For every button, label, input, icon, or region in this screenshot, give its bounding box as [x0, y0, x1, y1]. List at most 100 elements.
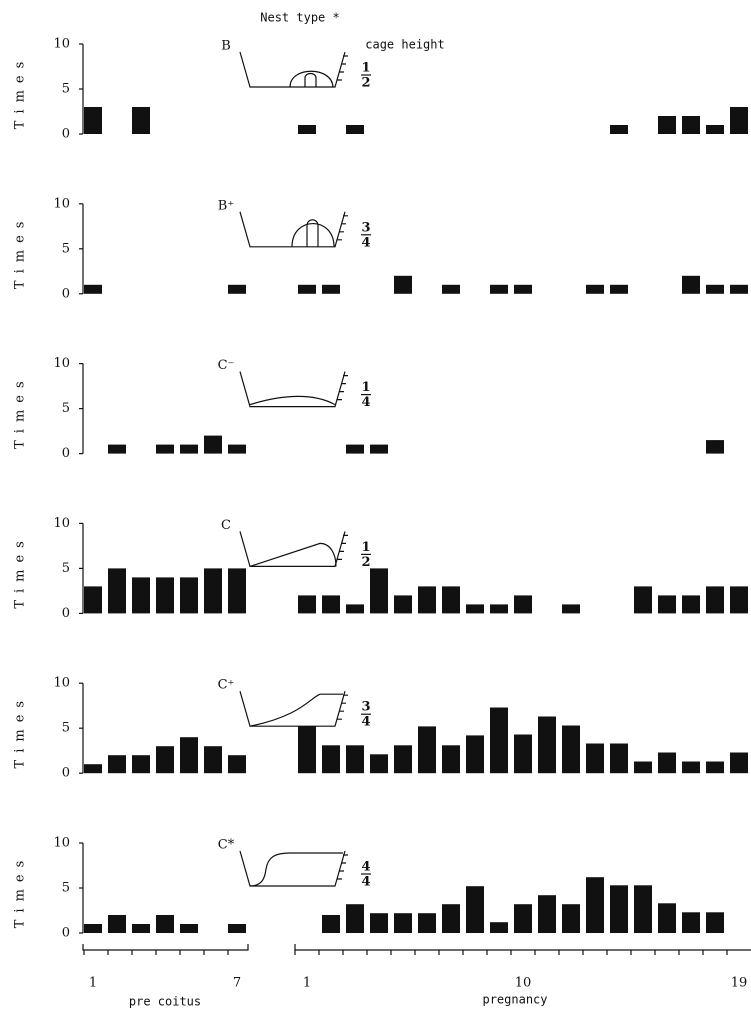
- bar: [298, 284, 316, 294]
- bar: [108, 755, 126, 774]
- bar: [394, 595, 412, 614]
- y-tick-label: 5: [62, 401, 70, 416]
- bar: [228, 444, 246, 454]
- cage-icon: [239, 371, 348, 408]
- nest-shape: [291, 219, 335, 247]
- cage-height-num: 1: [361, 61, 370, 76]
- x-axis-pre: [82, 944, 249, 951]
- bar: [204, 435, 222, 454]
- y-tick-label: 0: [62, 127, 70, 142]
- bar: [132, 577, 150, 614]
- cage-height-num: 3: [361, 220, 370, 235]
- bar: [634, 586, 652, 614]
- bar: [298, 726, 316, 774]
- bar: [490, 604, 508, 614]
- bar: [466, 604, 484, 614]
- bar: [442, 586, 460, 614]
- nest-type: B⁺: [218, 198, 234, 213]
- cage-height-den: 4: [361, 395, 370, 410]
- bar: [132, 924, 150, 933]
- bar: [394, 275, 412, 294]
- cage-icon: [239, 531, 348, 567]
- bar: [394, 913, 412, 933]
- y-tick-label: 0: [62, 606, 70, 621]
- bar: [634, 761, 652, 774]
- y-axis-label: Times: [13, 215, 28, 290]
- y-tick-label: 5: [62, 241, 70, 256]
- bar: [706, 125, 724, 134]
- bar: [204, 746, 222, 774]
- nest-type: C: [221, 518, 231, 533]
- bar: [442, 745, 460, 774]
- bar: [228, 568, 246, 614]
- bar: [156, 746, 174, 774]
- bar: [730, 284, 748, 294]
- cage-height-header: cage height: [365, 38, 444, 52]
- bar: [394, 745, 412, 774]
- bar: [682, 912, 700, 933]
- bar: [730, 586, 748, 614]
- bar: [466, 735, 484, 774]
- bar: [538, 895, 556, 933]
- bar: [322, 284, 340, 294]
- bar: [228, 924, 246, 933]
- bar: [514, 595, 532, 614]
- x-axis-preg: [294, 944, 751, 951]
- bar: [108, 915, 126, 933]
- bar: [490, 922, 508, 933]
- bar: [706, 761, 724, 774]
- bar: [346, 904, 364, 933]
- bar: [370, 754, 388, 774]
- nest-type: C⁻: [218, 358, 235, 373]
- bar: [322, 915, 340, 933]
- cage-height-den: 2: [361, 555, 370, 570]
- nest-type: C⁺: [218, 678, 235, 693]
- bar: [418, 913, 436, 933]
- bar: [442, 904, 460, 933]
- cage-icon: [239, 691, 348, 727]
- bar: [490, 707, 508, 774]
- bar: [108, 568, 126, 614]
- bar: [586, 877, 604, 933]
- group-label: pregnancy: [482, 993, 547, 1007]
- bar: [84, 924, 102, 933]
- nest-type-header: Nest type *: [260, 11, 339, 25]
- x-tick-label: 7: [233, 976, 241, 991]
- cage-height-den: 2: [361, 76, 370, 91]
- x-tick-label: 19: [731, 976, 748, 991]
- bar: [706, 586, 724, 614]
- cage-height-num: 1: [361, 540, 370, 555]
- cage-height-den: 4: [361, 235, 370, 250]
- bar: [466, 886, 484, 933]
- bar: [658, 903, 676, 933]
- bar: [610, 125, 628, 134]
- bar: [132, 755, 150, 774]
- group-label: pre coitus: [129, 995, 201, 1009]
- bar: [204, 568, 222, 614]
- y-axis-label: Times: [13, 55, 28, 130]
- bar: [562, 604, 580, 614]
- x-tick-label: 1: [89, 976, 97, 991]
- nest-type: B: [221, 39, 231, 54]
- y-tick-label: 0: [62, 446, 70, 461]
- bar: [84, 107, 102, 134]
- y-tick-label: 0: [62, 286, 70, 301]
- bar: [514, 734, 532, 774]
- bar: [180, 737, 198, 774]
- nest-shape: [249, 693, 343, 727]
- cage-icon: [239, 211, 348, 248]
- bar: [538, 716, 556, 774]
- bar: [180, 924, 198, 933]
- cage-icon: [239, 51, 348, 88]
- y-tick-label: 10: [53, 516, 70, 531]
- bar: [658, 595, 676, 614]
- bar: [610, 743, 628, 774]
- bar: [682, 761, 700, 774]
- bar: [706, 912, 724, 933]
- bar: [586, 284, 604, 294]
- bar: [84, 284, 102, 294]
- bar: [180, 444, 198, 454]
- bar: [490, 284, 508, 294]
- bar: [562, 725, 580, 774]
